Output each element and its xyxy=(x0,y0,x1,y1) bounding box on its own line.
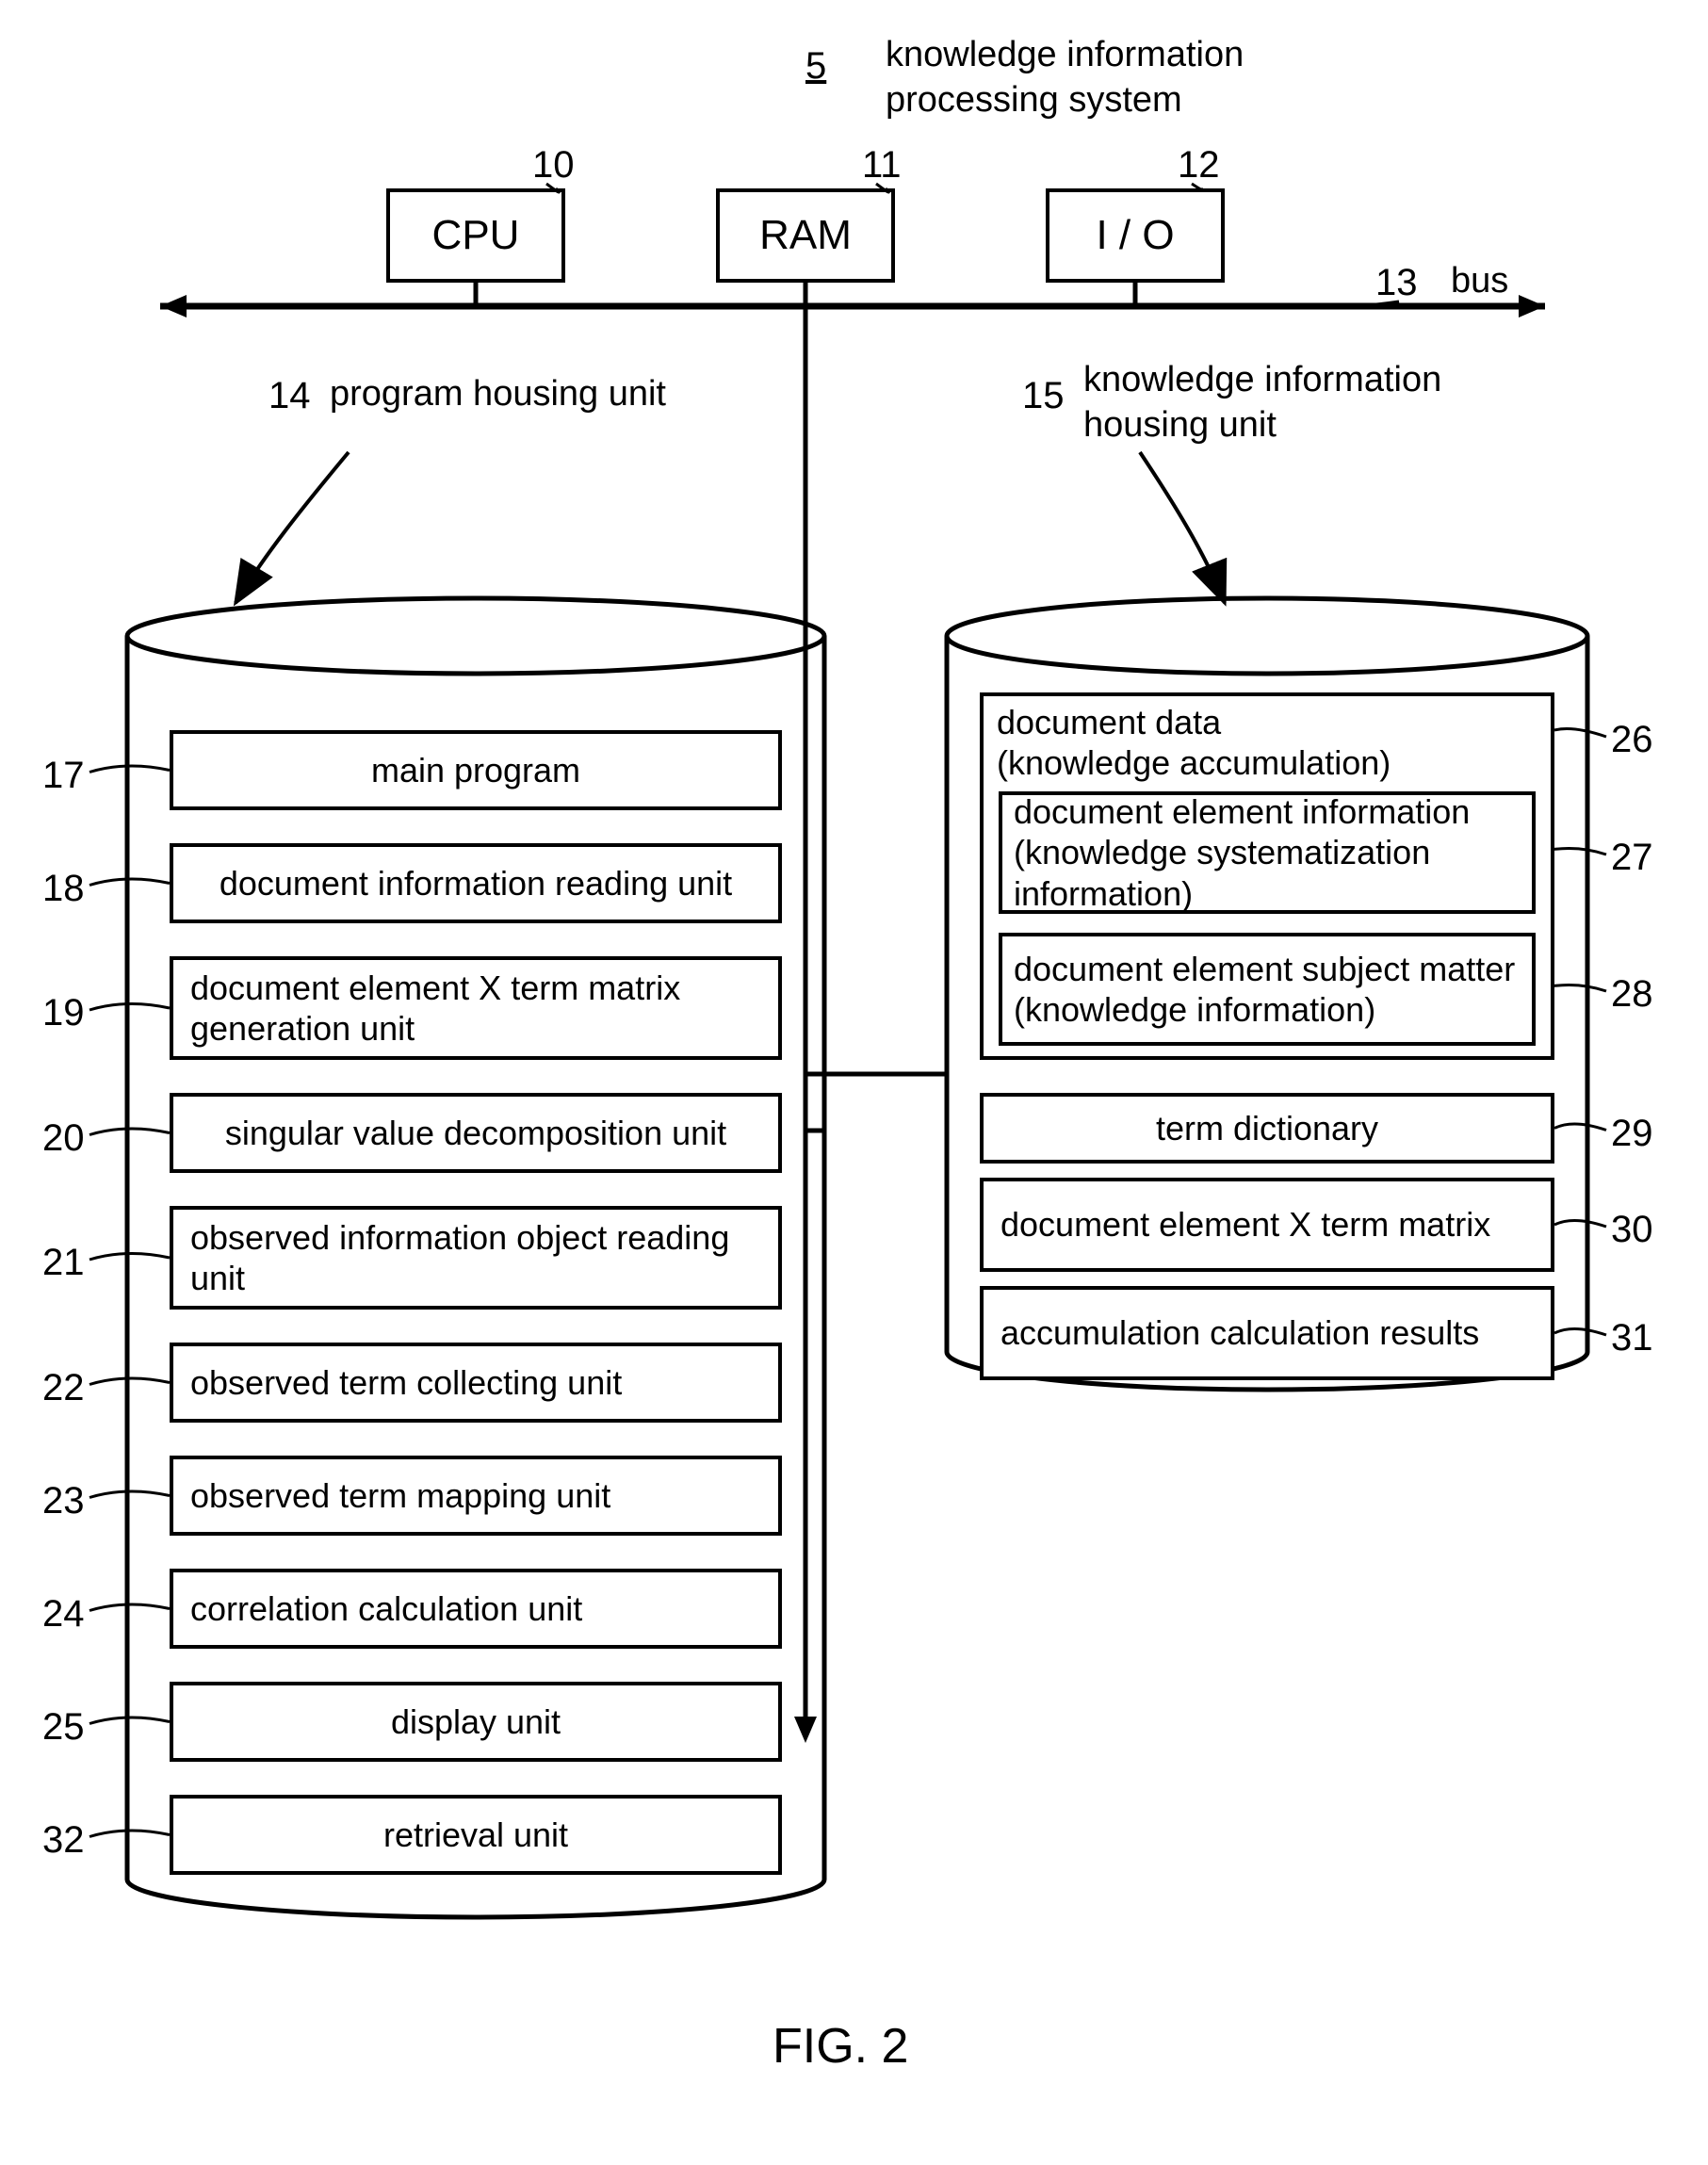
left-item-ref-18: 18 xyxy=(42,865,85,912)
left-item-23: observed term mapping unit xyxy=(170,1456,782,1536)
left-item-ref-25: 25 xyxy=(42,1703,85,1750)
right-item-30: document element X term matrix xyxy=(980,1178,1554,1272)
right-ref-28: 28 xyxy=(1611,970,1653,1017)
cpu-ref: 10 xyxy=(532,141,575,188)
left-item-ref-22: 22 xyxy=(42,1364,85,1411)
io-box: I / O xyxy=(1046,188,1225,283)
left-item-ref-20: 20 xyxy=(42,1115,85,1162)
left-item-ref-23: 23 xyxy=(42,1477,85,1524)
io-ref: 12 xyxy=(1178,141,1220,188)
left-item-21: observed information object reading unit xyxy=(170,1206,782,1310)
system-ref: 5 xyxy=(805,42,826,90)
right-item-29: term dictionary xyxy=(980,1093,1554,1164)
left-item-32: retrieval unit xyxy=(170,1795,782,1875)
right-ref-26: 26 xyxy=(1611,716,1653,763)
right-ref-29: 29 xyxy=(1611,1110,1653,1157)
right-inner-28: document element subject matter(knowledg… xyxy=(999,933,1536,1046)
nested-outer-label: document data(knowledge accumulation) xyxy=(997,702,1391,783)
left-item-20: singular value decomposition unit xyxy=(170,1093,782,1173)
left-item-25: display unit xyxy=(170,1682,782,1762)
right-cyl-ref: 15 xyxy=(1022,372,1065,419)
right-item-31: accumulation calculation results xyxy=(980,1286,1554,1380)
ram-ref: 11 xyxy=(862,141,902,188)
left-item-19: document element X term matrix generatio… xyxy=(170,956,782,1060)
left-cyl-title: program housing unit xyxy=(330,372,666,417)
right-ref-30: 30 xyxy=(1611,1206,1653,1253)
left-item-18: document information reading unit xyxy=(170,843,782,923)
left-item-17: main program xyxy=(170,730,782,810)
right-ref-31: 31 xyxy=(1611,1314,1653,1361)
left-item-ref-32: 32 xyxy=(42,1816,85,1864)
right-inner-27: document element information (knowledge … xyxy=(999,791,1536,914)
left-item-ref-17: 17 xyxy=(42,752,85,799)
left-item-22: observed term collecting unit xyxy=(170,1343,782,1423)
bus-ref: 13 xyxy=(1375,259,1418,306)
figure-label: FIG. 2 xyxy=(773,2016,908,2077)
system-title: knowledge informationprocessing system xyxy=(886,33,1244,122)
right-ref-27: 27 xyxy=(1611,834,1653,881)
left-item-24: correlation calculation unit xyxy=(170,1569,782,1649)
bus-label: bus xyxy=(1451,259,1508,304)
cpu-box: CPU xyxy=(386,188,565,283)
left-item-ref-24: 24 xyxy=(42,1590,85,1637)
ram-box: RAM xyxy=(716,188,895,283)
left-cyl-ref: 14 xyxy=(268,372,311,419)
left-item-ref-19: 19 xyxy=(42,989,85,1036)
right-cyl-title: knowledge informationhousing unit xyxy=(1083,358,1441,448)
left-item-ref-21: 21 xyxy=(42,1239,85,1286)
